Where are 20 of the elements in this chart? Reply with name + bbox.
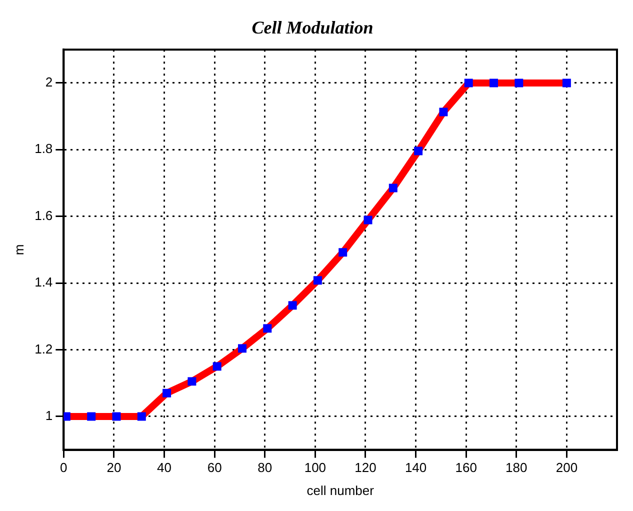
x-tick-label: 80	[258, 460, 272, 476]
x-tick-label: 100	[304, 460, 326, 476]
x-tick-label: 160	[455, 460, 477, 476]
x-tick-label: 60	[207, 460, 222, 476]
x-tick-label: 0	[60, 460, 68, 476]
x-tick-label: 40	[157, 460, 172, 476]
y-tick-label: 1.6	[34, 208, 53, 223]
chart-title: Cell Modulation	[252, 17, 374, 38]
x-tick-label: 180	[506, 460, 528, 476]
x-axis-title: cell number	[306, 482, 375, 498]
y-tick-label: 1	[45, 408, 53, 424]
y-tick-label: 1.2	[34, 341, 53, 356]
y-tick-label: 1.8	[34, 141, 53, 156]
x-tick-label: 20	[106, 460, 122, 476]
y-tick-label: 2	[45, 74, 53, 90]
x-tick-label: 140	[404, 460, 427, 476]
x-tick-label: 200	[556, 460, 578, 476]
y-axis-title: m	[11, 244, 26, 256]
x-tick-label: 120	[354, 460, 376, 476]
y-tick-label: 1.4	[34, 274, 53, 290]
